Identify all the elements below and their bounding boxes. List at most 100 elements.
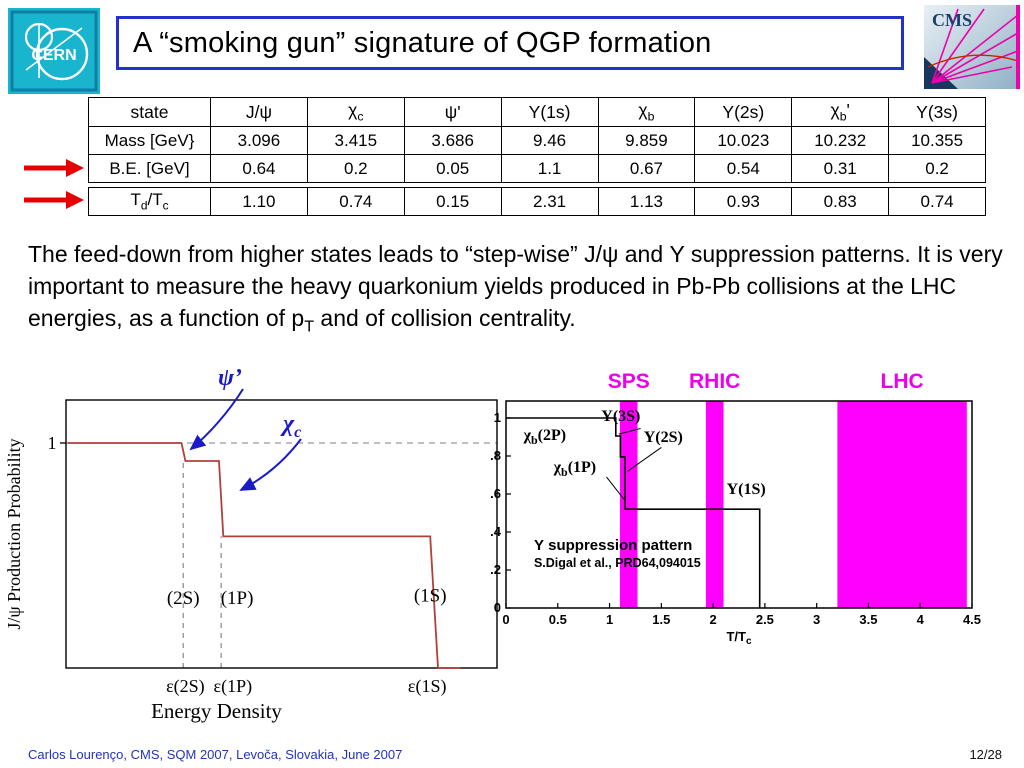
x-tick-label: 2 [709,612,716,627]
state-label: (2S) [167,588,200,609]
row-label: B.E. [GeV] [88,154,211,183]
x-tick-label: 3.5 [859,612,877,627]
quarkonium-table: state J/ψ χc ψ' Υ(1s) χb Υ(2s) χb' Υ(3s) Mass [G… [88,97,986,183]
y-tick-label: 0 [494,600,501,615]
band-label-sps: SPS [608,370,650,393]
leader-line [606,476,626,501]
cms-logo: CMS [924,5,1020,89]
state-label: χb(2P) [523,427,567,447]
y-axis-title: J/ψ Production Probability [4,438,24,629]
state-label: (1S) [414,586,447,607]
y-tick-label: 0.2 [490,562,501,577]
upsilon-survival-curve [506,417,761,608]
col-header: ψ' [403,97,502,127]
band-label-lhc: LHC [881,370,924,393]
x-tick-label: 4 [917,612,925,627]
state-label: χb(1P) [553,459,597,479]
value-cell: 0.2 [306,154,405,183]
jpsi-suppression-chart: 1 (2S) (1P) (1S) ε(2S) ε(1P) ε(1S) Energy Densi… [0,355,520,740]
cms-track-lines [931,8,1019,84]
psi-prime-arrow [189,388,244,451]
energy-band-sps [619,401,638,608]
leader-line [618,427,641,435]
col-header: Υ(2s) [694,97,793,127]
body-text-sub: T [304,317,315,336]
quarkonium-table-group: state J/ψ χc ψ' Υ(1s) χb Υ(2s) χb' Υ(3s) Mass [G… [88,97,986,216]
threshold-label: ε(2S) [166,676,205,697]
cern-circle-large [35,27,89,81]
red-arrow-tdtc-row [24,191,84,209]
col-header: state [88,97,211,127]
x-axis-title: Energy Density [151,699,282,723]
value-cell: 0.31 [791,154,890,183]
note-reference: S.Digal et al., PRD64,094015 [534,556,701,570]
row-label: Mass [GeV} [88,126,211,155]
cms-logo-text: CMS [932,10,972,30]
value-cell: 9.46 [500,126,599,155]
upsilon-suppression-chart: SPS RHIC LHC 0 0.5 1 1.5 2 2.5 3 3.5 4 4.5 0 0.2 0.4 0.6… [483,370,1024,675]
y-tick-label: 0.6 [490,486,501,501]
threshold-label: ε(1S) [408,676,447,697]
plot-frame [65,399,498,669]
energy-band-lhc [837,401,967,608]
table-row: Mass [GeV} 3.096 3.415 3.686 9.46 9.859 10.023… [88,126,986,155]
body-text-part2: and of collision centrality. [314,305,576,332]
y-tick-label: 1 [48,433,57,453]
value-cell: 2.31 [500,187,599,216]
quarkonium-table-tdtc: Td/Tc 1.10 0.74 0.15 2.31 1.13 0.93 0.83 0.74 [88,187,986,216]
x-tick-label: 0.5 [549,612,567,627]
value-cell: 0.2 [888,154,986,183]
leader-line [627,447,662,472]
col-header: J/ψ [210,97,308,127]
body-text: The feed-down from higher states leads t… [28,238,1006,339]
value-cell: 0.74 [888,187,986,216]
body-text-part1: The feed-down from higher states leads t… [28,241,1003,332]
cern-logo-bg [8,8,100,94]
col-header: χb [597,97,696,127]
value-cell: 0.54 [694,154,793,183]
page-title: A “smoking gun” signature of QGP formati… [133,26,712,59]
value-cell: 0.05 [403,154,502,183]
value-cell: 0.64 [210,154,308,183]
state-label: Υ(1S) [727,481,766,498]
threshold-label: ε(1P) [214,676,253,697]
col-header: χb' [791,97,890,127]
x-tick-label: 3 [813,612,820,627]
chi-c-annotation: χc [280,411,301,441]
x-tick-label: 2.5 [756,612,774,627]
state-label: Υ(3S) [601,408,640,425]
table-header-row: state J/ψ χc ψ' Υ(1s) χb Υ(2s) χb' Υ(3s) [88,97,986,127]
value-cell: 3.686 [403,126,502,155]
x-tick-label: 4.5 [963,612,981,627]
cms-arc [927,54,1019,68]
page-number: 12/28 [969,747,1002,762]
cern-logo: CERN [8,8,100,94]
state-label: Υ(2S) [644,429,683,446]
value-cell: 0.93 [694,187,793,216]
jpsi-survival-curve [67,442,461,669]
value-cell: 0.67 [597,154,696,183]
value-cell: 0.74 [306,187,405,216]
cern-logo-text: CERN [31,47,76,64]
value-cell: 1.1 [500,154,599,183]
title-box: A “smoking gun” signature of QGP formati… [116,16,904,70]
value-cell: 0.15 [403,187,502,216]
col-header: χc [306,97,405,127]
y-tick-label: 1 [494,410,501,425]
band-label-rhic: RHIC [689,370,740,393]
plot-frame [505,400,973,609]
note-title: Υ suppression pattern [534,537,692,554]
value-cell: 9.859 [597,126,696,155]
x-axis-title: T/Tc [726,629,752,647]
x-tick-label: 0 [502,612,509,627]
x-tick-label: 1.5 [652,612,670,627]
col-header: Υ(1s) [500,97,599,127]
chi-c-arrow [239,438,302,491]
value-cell: 0.83 [791,187,890,216]
table-row: B.E. [GeV] 0.64 0.2 0.05 1.1 0.67 0.54 0.31 0.2 [88,154,986,183]
value-cell: 3.415 [306,126,405,155]
y-tick-label: 0.4 [490,524,502,539]
value-cell: 1.10 [210,187,308,216]
y-tick-label: 0.8 [490,448,501,463]
value-cell: 10.232 [791,126,890,155]
